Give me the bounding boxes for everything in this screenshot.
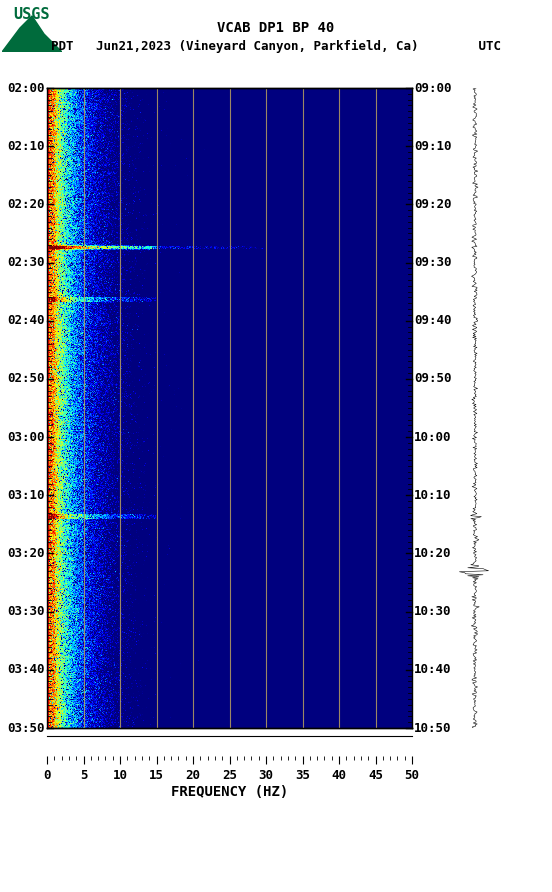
Text: 10:20: 10:20 bbox=[414, 547, 452, 560]
Text: 03:30: 03:30 bbox=[8, 605, 45, 618]
Text: 10:30: 10:30 bbox=[414, 605, 452, 618]
Text: 10:10: 10:10 bbox=[414, 489, 452, 502]
Text: 02:40: 02:40 bbox=[8, 314, 45, 327]
Text: PDT   Jun21,2023 (Vineyard Canyon, Parkfield, Ca)        UTC: PDT Jun21,2023 (Vineyard Canyon, Parkfie… bbox=[51, 39, 501, 53]
X-axis label: FREQUENCY (HZ): FREQUENCY (HZ) bbox=[171, 785, 288, 799]
Text: 03:20: 03:20 bbox=[8, 547, 45, 560]
Text: 10:50: 10:50 bbox=[414, 722, 452, 734]
Text: 02:00: 02:00 bbox=[8, 81, 45, 95]
Text: 09:20: 09:20 bbox=[414, 198, 452, 211]
Text: 09:10: 09:10 bbox=[414, 140, 452, 153]
Text: 03:00: 03:00 bbox=[8, 431, 45, 443]
Text: 09:50: 09:50 bbox=[414, 372, 452, 385]
Text: 09:30: 09:30 bbox=[414, 256, 452, 269]
Text: 09:40: 09:40 bbox=[414, 314, 452, 327]
Text: 09:00: 09:00 bbox=[414, 81, 452, 95]
Text: USGS: USGS bbox=[14, 7, 50, 22]
Text: 03:50: 03:50 bbox=[8, 722, 45, 734]
Text: 10:40: 10:40 bbox=[414, 664, 452, 676]
Text: 03:40: 03:40 bbox=[8, 664, 45, 676]
Text: 03:10: 03:10 bbox=[8, 489, 45, 502]
Text: 02:50: 02:50 bbox=[8, 372, 45, 385]
Text: 02:30: 02:30 bbox=[8, 256, 45, 269]
Text: 02:20: 02:20 bbox=[8, 198, 45, 211]
Text: VCAB DP1 BP 40: VCAB DP1 BP 40 bbox=[217, 21, 335, 35]
Text: 02:10: 02:10 bbox=[8, 140, 45, 153]
Text: 10:00: 10:00 bbox=[414, 431, 452, 443]
Polygon shape bbox=[2, 16, 62, 52]
